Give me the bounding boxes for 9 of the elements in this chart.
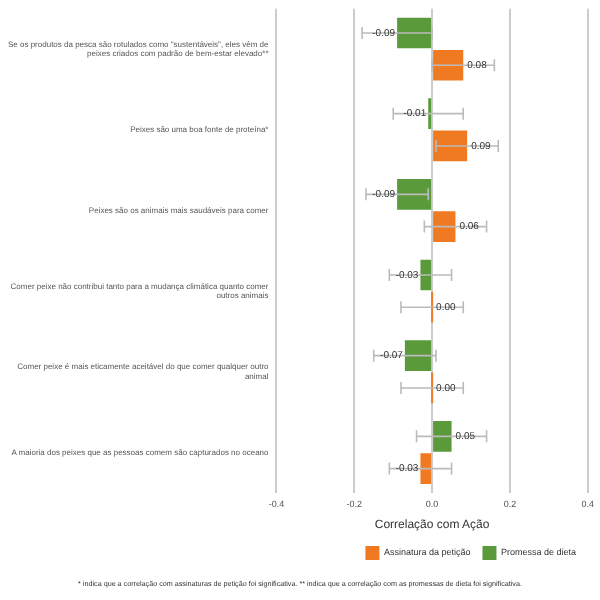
bar xyxy=(397,17,432,49)
bar xyxy=(433,130,468,162)
bar xyxy=(420,259,432,291)
bar xyxy=(433,49,464,81)
bar xyxy=(404,340,432,371)
bar xyxy=(433,421,452,452)
bar xyxy=(420,453,432,484)
bar xyxy=(433,211,456,242)
bar xyxy=(397,179,432,210)
